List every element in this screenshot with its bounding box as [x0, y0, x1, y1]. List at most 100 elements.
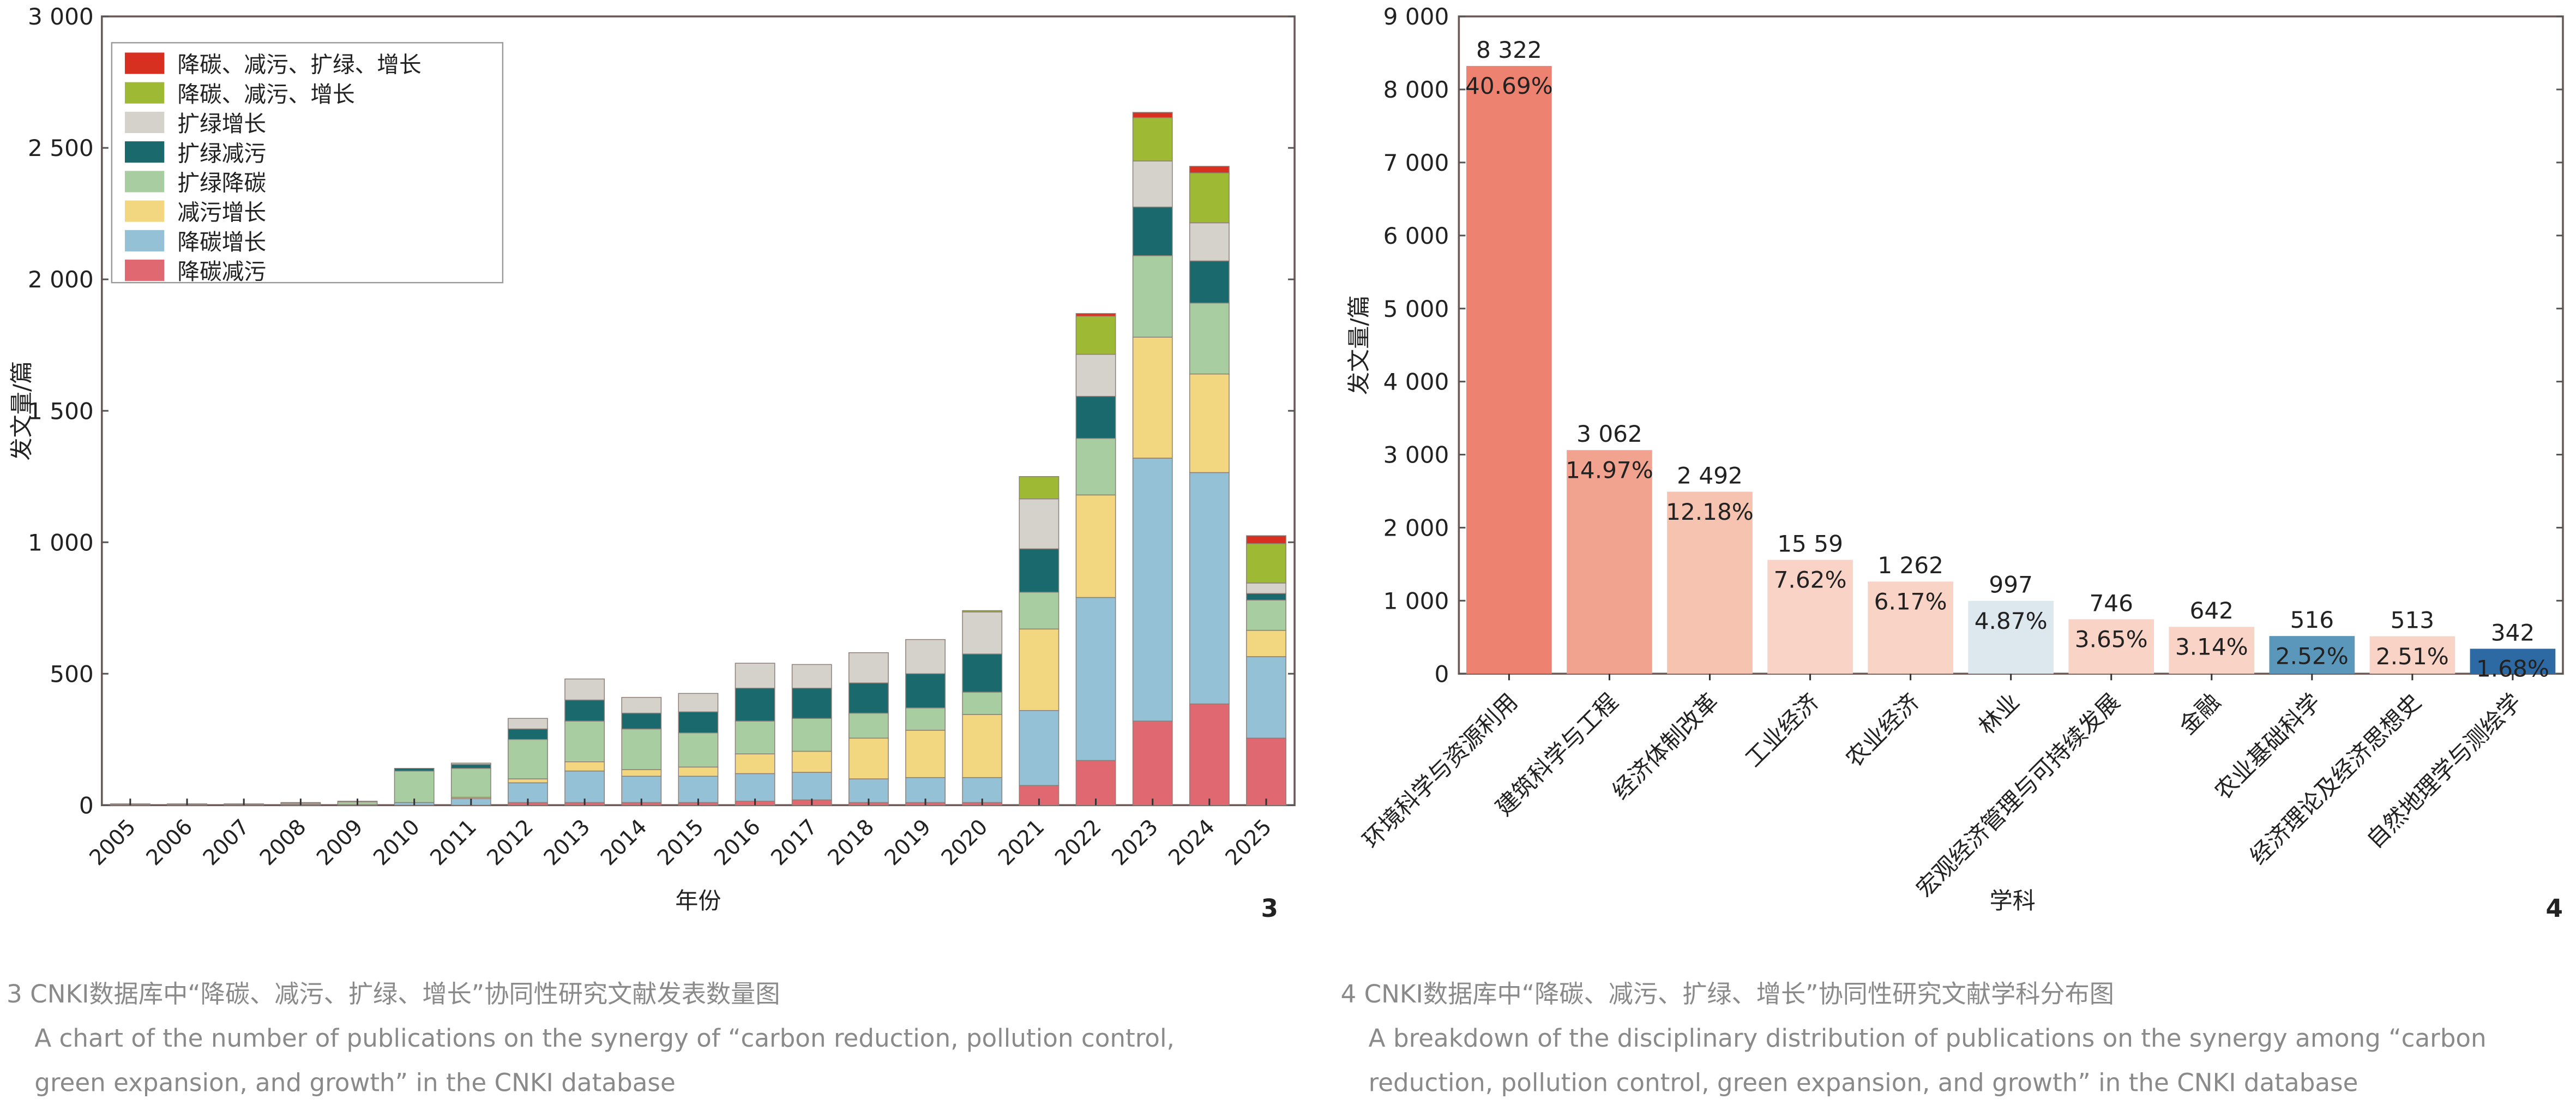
x-axis-label-4: 学科	[1990, 887, 2036, 914]
x-tick-label-4: 林业	[1973, 688, 2025, 740]
bar-segment	[905, 730, 946, 778]
bar-segment	[678, 693, 719, 712]
caption-fig3-en-1: A chart of the number of publications on…	[34, 1023, 1175, 1054]
bar	[2470, 648, 2556, 674]
bar-percent-label: 4.87%	[1975, 608, 2048, 634]
bar-value-label: 513	[2391, 606, 2434, 633]
y-tick-label-3: 500	[50, 660, 93, 687]
bar-segment	[905, 707, 946, 731]
bar-segment	[848, 682, 889, 714]
legend-swatch	[124, 230, 165, 251]
legend-label: 扩绿降碳	[177, 170, 266, 196]
bar-segment	[735, 663, 775, 689]
bar-segment	[1132, 720, 1173, 806]
bar-percent-label: 6.17%	[1874, 588, 1947, 615]
x-tick-label-3: 2013	[539, 815, 595, 870]
bar-percent-label: 2.51%	[2376, 643, 2449, 670]
x-tick-label-3: 2022	[1050, 815, 1106, 870]
y-axis-label-3: 发文量/篇	[8, 361, 35, 461]
bar-segment	[1189, 302, 1230, 375]
bar-segment	[394, 768, 435, 772]
x-tick-label-4: 工业经济	[1740, 688, 1824, 772]
y-tick-label-3: 1 000	[28, 529, 94, 556]
bar-segment	[1189, 222, 1230, 262]
legend-swatch	[124, 200, 165, 222]
bar-segment	[735, 753, 775, 774]
bar-segment	[508, 728, 548, 740]
x-axis-label-3: 年份	[675, 887, 721, 914]
caption-fig3-en-2: green expansion, and growth” in the CNKI…	[34, 1068, 676, 1098]
bar-segment	[1246, 599, 1286, 631]
bar	[1868, 581, 1953, 674]
bar-segment	[848, 737, 889, 779]
legend-label: 降碳、减污、增长	[177, 81, 354, 107]
legend-box	[111, 42, 504, 284]
bar-segment	[1132, 255, 1173, 338]
bar-value-label: 342	[2491, 619, 2535, 646]
bar	[1667, 491, 1753, 674]
legend-label: 减污增长	[177, 200, 266, 226]
bar-segment	[564, 699, 605, 722]
bar-value-label: 516	[2290, 606, 2334, 633]
bar-segment	[1132, 337, 1173, 459]
bar-segment	[962, 611, 1003, 654]
bar-segment	[621, 712, 662, 730]
x-tick-label-4: 金融	[2174, 688, 2225, 740]
y-tick-label-4: 1 000	[1383, 587, 1449, 614]
x-tick-label-3: 2014	[596, 815, 652, 870]
bar-segment	[564, 770, 605, 803]
caption-fig3: 3 CNKI数据库中“降碳、减污、扩绿、增长”协同性研究文献发表数量图 A ch…	[7, 973, 1175, 1106]
bar-segment	[678, 776, 719, 803]
legend-swatch	[124, 260, 165, 281]
bar-segment	[621, 696, 662, 714]
bar-segment	[450, 768, 491, 798]
bar-value-label: 642	[2190, 597, 2234, 624]
legend-swatch	[124, 171, 165, 193]
bar-segment	[508, 739, 548, 779]
bar-segment	[962, 714, 1003, 778]
bar-segment	[1246, 737, 1286, 806]
bar-segment	[1189, 472, 1230, 705]
bar-segment	[1075, 494, 1116, 598]
x-tick-label-3: 2025	[1221, 815, 1277, 870]
x-tick-label-3: 2023	[1108, 815, 1163, 870]
x-tick-label-4: 宏观经济管理与可持续发展	[1911, 688, 2125, 902]
legend-label: 降碳减污	[177, 259, 266, 285]
bar-segment	[791, 750, 832, 773]
y-tick-label-4: 2 000	[1383, 515, 1449, 542]
bar-segment	[735, 773, 775, 802]
x-tick-label-3: 2006	[142, 815, 197, 870]
bar-segment	[1189, 260, 1230, 304]
caption-fig4-en-2: reduction, pollution control, green expa…	[1368, 1068, 2358, 1098]
bar-segment	[1019, 548, 1060, 593]
bar-value-label: 15 59	[1777, 530, 1843, 557]
bar-segment	[678, 711, 719, 734]
bar-segment	[621, 728, 662, 770]
bar-segment	[1189, 703, 1230, 806]
bar-segment	[791, 664, 832, 689]
y-tick-label-3: 0	[79, 792, 94, 819]
x-tick-label-3: 2008	[255, 815, 311, 870]
bar-percent-label: 40.69%	[1465, 73, 1553, 99]
y-tick-label-4: 8 000	[1383, 76, 1449, 103]
bar-segment	[450, 764, 491, 769]
bar	[1767, 560, 1853, 674]
bar-segment	[1246, 629, 1286, 657]
bar-segment	[394, 770, 435, 803]
figure-number-4: 4	[2546, 894, 2563, 923]
x-tick-label-3: 2024	[1164, 815, 1220, 870]
x-tick-label-3: 2010	[369, 815, 424, 870]
bar-value-label: 997	[1989, 572, 2032, 598]
legend-label: 降碳、减污、扩绿、增长	[177, 52, 421, 78]
bar-segment	[1246, 535, 1286, 544]
bar-segment	[1246, 656, 1286, 739]
x-tick-label-3: 2018	[823, 815, 879, 870]
x-tick-label-3: 2012	[483, 815, 538, 870]
x-tick-label-4: 经济体制改革	[1607, 688, 1724, 805]
bar-segment	[621, 769, 662, 777]
bar-segment	[564, 678, 605, 701]
legend-swatch	[124, 141, 165, 163]
bar-segment	[1189, 166, 1230, 173]
bar-segment	[1075, 315, 1116, 355]
